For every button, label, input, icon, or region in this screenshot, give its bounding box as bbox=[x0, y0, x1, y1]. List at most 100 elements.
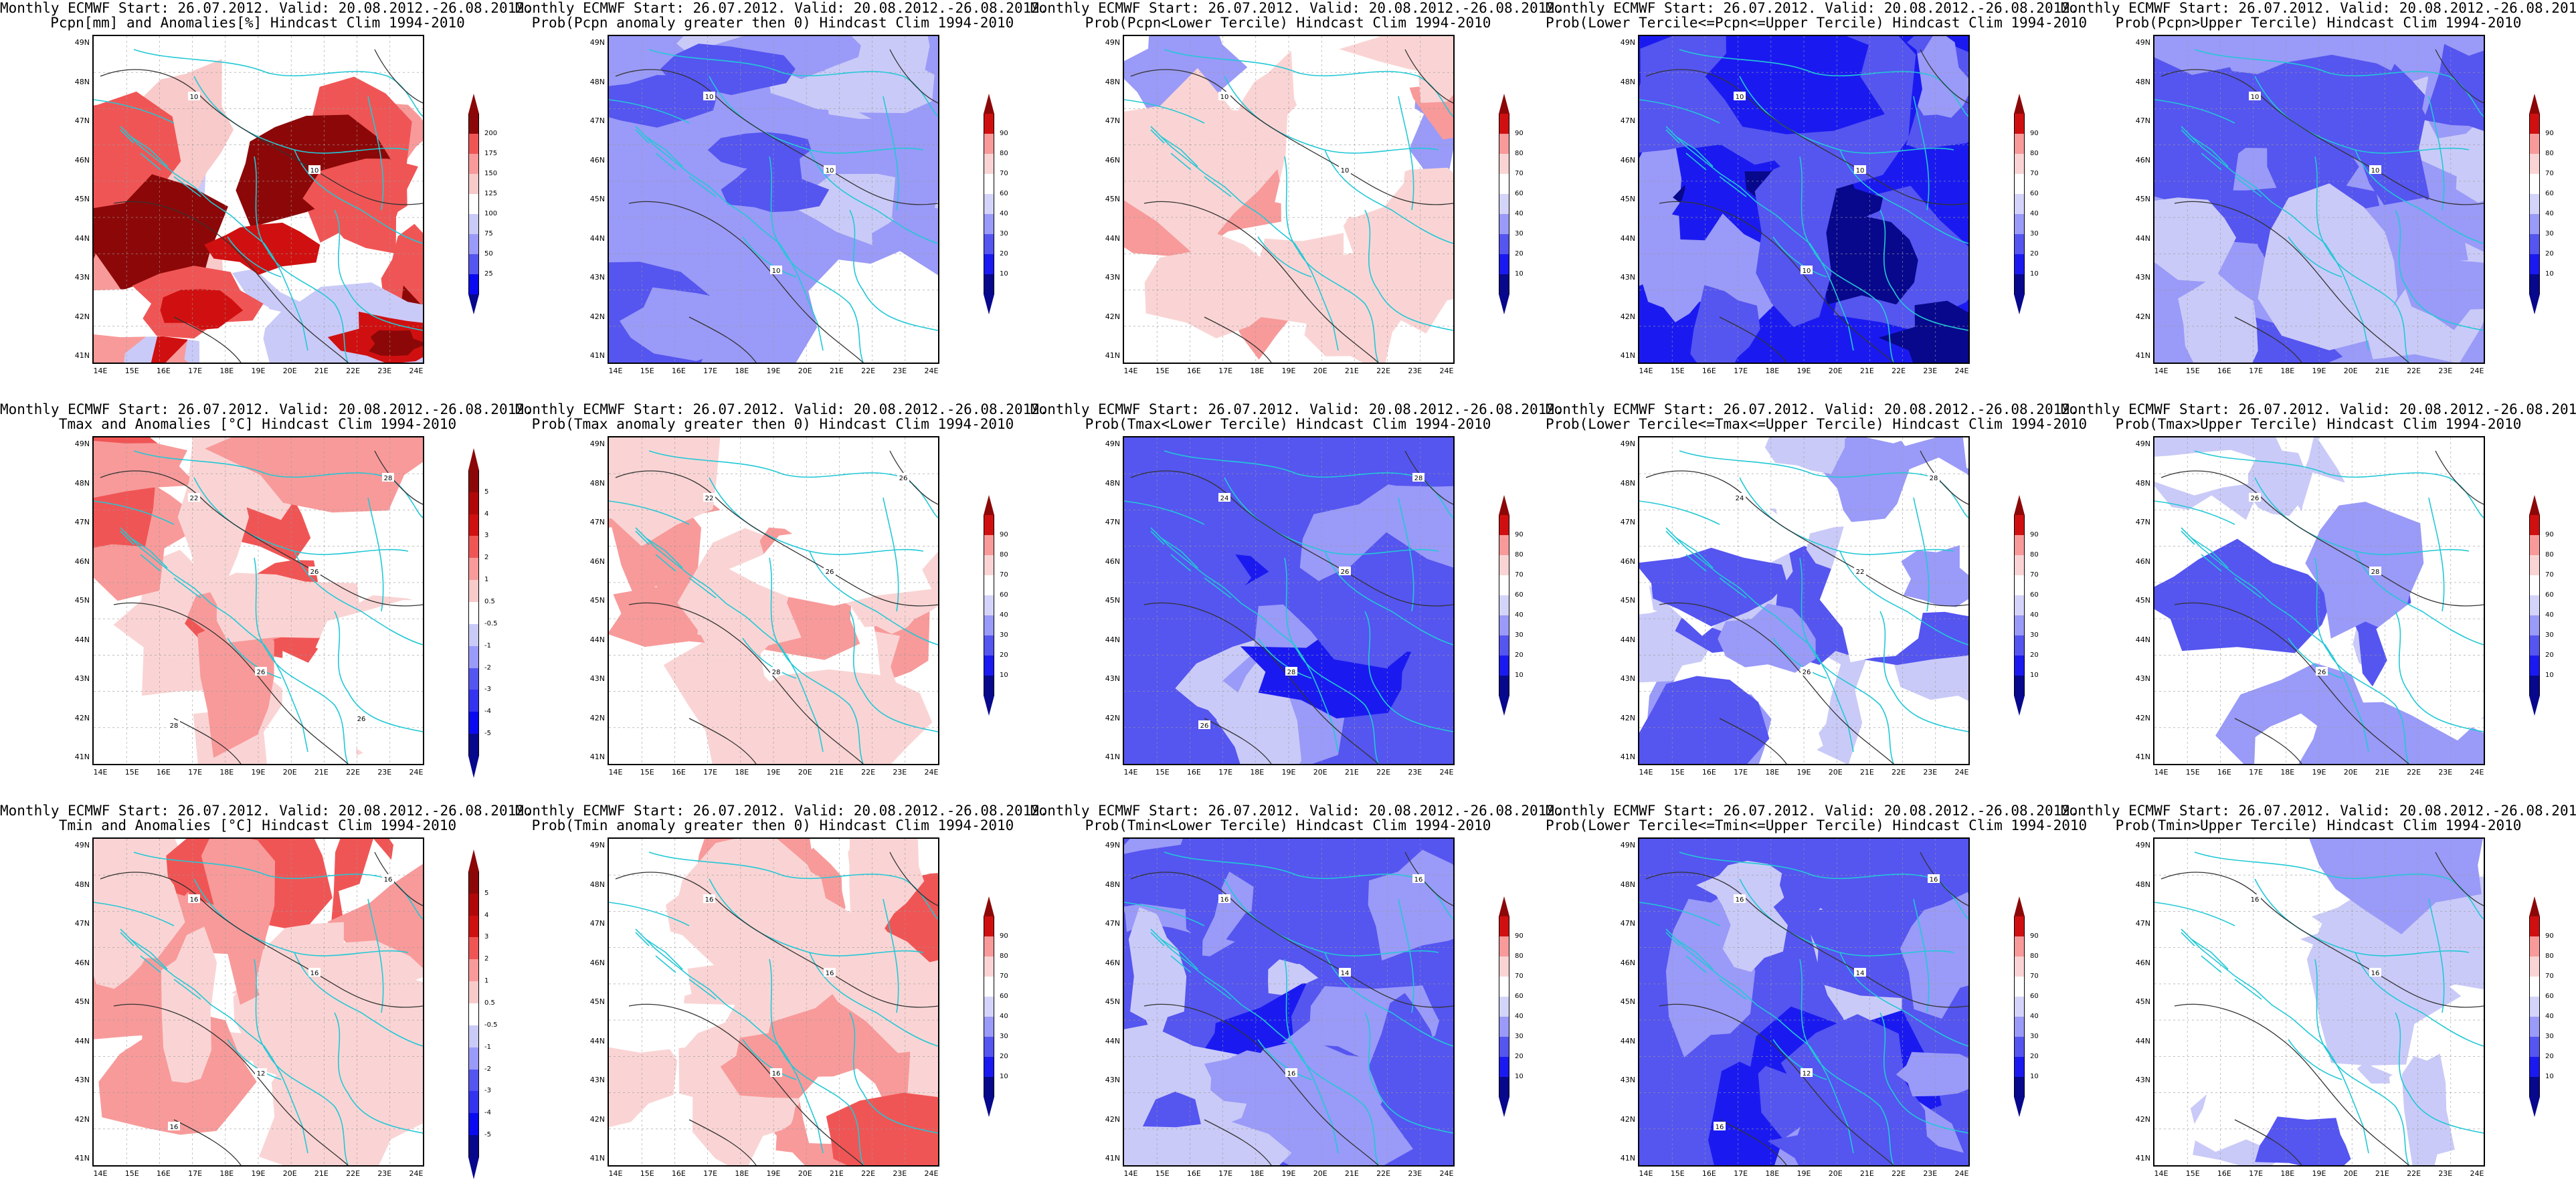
colorbar-segment bbox=[2529, 957, 2540, 977]
contour-label: 10 bbox=[1856, 167, 1865, 175]
shaded-region bbox=[2255, 1116, 2351, 1165]
colorbar-segment bbox=[2529, 515, 2540, 535]
shaded-region bbox=[2154, 197, 2237, 282]
shaded-region bbox=[1175, 839, 1234, 942]
longitude-label: 14E bbox=[93, 1169, 108, 1178]
country-border bbox=[1150, 129, 1232, 197]
country-border bbox=[1839, 149, 1968, 244]
map-svg: 16 16 16 bbox=[609, 839, 938, 1165]
shaded-region bbox=[315, 600, 423, 692]
panel-title-line2: Prob(Pcpn>Upper Tercile) Hindcast Clim 1… bbox=[2115, 15, 2522, 31]
contour-label: 26 bbox=[257, 669, 266, 676]
colorbar-label: 2 bbox=[484, 554, 489, 562]
latitude-label: 45N bbox=[2135, 997, 2150, 1006]
latitude-label: 48N bbox=[1620, 880, 1635, 889]
panel-title-line2: Tmax and Anomalies [°C] Hindcast Clim 19… bbox=[58, 416, 457, 432]
country-border bbox=[367, 898, 384, 1013]
longitude-label: 24E bbox=[2470, 367, 2484, 375]
colorbar-label: 1 bbox=[484, 977, 489, 985]
country-border bbox=[709, 878, 924, 957]
latitude-label: 45N bbox=[1620, 596, 1635, 605]
contour-label-bg bbox=[703, 92, 715, 100]
longitude-label: 22E bbox=[1892, 768, 1906, 777]
panel-title-line1: Monthly ECMWF Start: 26.07.2012. Valid: … bbox=[515, 0, 1048, 16]
longitude-label: 16E bbox=[1186, 367, 1201, 375]
shaded-region bbox=[2367, 597, 2484, 740]
panel-title-line1: Monthly ECMWF Start: 26.07.2012. Valid: … bbox=[0, 803, 533, 819]
map-panel-pcpn-lower: Monthly ECMWF Start: 26.07.2012. Valid: … bbox=[1030, 0, 1564, 401]
colorbar-segment bbox=[2529, 134, 2540, 154]
colorbar-label: 100 bbox=[484, 210, 498, 217]
shaded-region bbox=[620, 287, 783, 361]
colorbar-arrow-top bbox=[468, 849, 479, 872]
longitude-label: 16E bbox=[156, 768, 171, 777]
colorbar-segment bbox=[2529, 1037, 2540, 1057]
colorbar-label: 80 bbox=[1515, 551, 1524, 559]
contour-line bbox=[889, 49, 938, 104]
contour-label-bg bbox=[1714, 1122, 1726, 1130]
longitude-label: 18E bbox=[2280, 768, 2295, 777]
colorbar-label: 90 bbox=[2545, 531, 2554, 538]
latitude-label: 42N bbox=[589, 713, 605, 722]
latitude-label: 46N bbox=[74, 155, 90, 165]
country-border bbox=[2314, 557, 2409, 764]
latitude-label: 49N bbox=[1105, 841, 1120, 849]
longitude-label: 14E bbox=[1639, 1169, 1653, 1178]
country-border bbox=[1257, 637, 1312, 679]
contour-line bbox=[1920, 851, 1968, 906]
country-border bbox=[2355, 952, 2484, 1047]
country-border bbox=[120, 530, 201, 599]
colorbar-label: 25 bbox=[484, 270, 493, 278]
colorbar-label: 10 bbox=[2030, 270, 2039, 278]
panel-title-line2: Prob(Tmax anomaly greater then 0) Hindca… bbox=[531, 416, 1014, 432]
colorbar-label: 90 bbox=[1515, 531, 1524, 538]
country-border bbox=[1364, 1012, 1453, 1134]
colorbar-arrow-bottom bbox=[2014, 1097, 2025, 1117]
map-svg: 16 16 12 16 16 bbox=[94, 839, 423, 1165]
latitude-label: 46N bbox=[1105, 155, 1120, 165]
longitude-label: 14E bbox=[1639, 367, 1653, 375]
longitude-label: 21E bbox=[2375, 1169, 2389, 1178]
longitude-label: 18E bbox=[735, 768, 749, 777]
colorbar-arrow-top bbox=[1499, 94, 1509, 114]
longitude-label: 15E bbox=[1670, 367, 1685, 375]
shaded-region bbox=[695, 597, 771, 646]
country-border bbox=[2154, 99, 2235, 124]
colorbar-label: 60 bbox=[1515, 993, 1524, 1000]
contour-label-bg bbox=[168, 720, 180, 729]
longitude-label: 22E bbox=[2407, 1169, 2421, 1178]
panel-title-line1: Monthly ECMWF Start: 26.07.2012. Valid: … bbox=[2061, 0, 2576, 16]
colorbar: 90 80 70 60 40 30 20 10 bbox=[2014, 495, 2039, 716]
shaded-region bbox=[1901, 545, 1968, 607]
contour-label-bg bbox=[1734, 894, 1746, 903]
shaded-region bbox=[713, 36, 861, 80]
contour-label: 22 bbox=[1856, 569, 1865, 576]
latitude-label: 46N bbox=[74, 958, 90, 967]
colorbar-segment bbox=[468, 734, 479, 756]
longitude-label: 16E bbox=[671, 768, 686, 777]
colorbar-segment bbox=[984, 957, 994, 977]
latitude-label: 47N bbox=[74, 518, 90, 526]
panel-title-line2: Prob(Tmin anomaly greater then 0) Hindca… bbox=[531, 817, 1014, 833]
contour-label-bg bbox=[382, 874, 394, 883]
colorbar-segment bbox=[1499, 1057, 1509, 1077]
colorbar-label: 150 bbox=[484, 170, 498, 177]
colorbar-segment bbox=[2529, 635, 2540, 656]
panel-title-line1: Monthly ECMWF Start: 26.07.2012. Valid: … bbox=[1030, 803, 1564, 819]
contour-label: 12 bbox=[257, 1070, 266, 1078]
colorbar-label: 40 bbox=[2545, 611, 2554, 619]
contour-label-bg bbox=[1854, 968, 1866, 977]
shaded-region bbox=[201, 839, 276, 1005]
longitude-label: 18E bbox=[1250, 768, 1265, 777]
country-border bbox=[94, 500, 175, 525]
country-border bbox=[334, 1012, 423, 1134]
map-panel-pcpn-upper: Monthly ECMWF Start: 26.07.2012. Valid: … bbox=[2061, 0, 2576, 401]
colorbar-arrow-top bbox=[984, 495, 994, 515]
longitude-label: 17E bbox=[703, 768, 718, 777]
latitude-label: 41N bbox=[1620, 752, 1635, 761]
colorbar-segment bbox=[984, 1037, 994, 1057]
longitude-label: 22E bbox=[1376, 1169, 1391, 1178]
map-panel-tmax-middle: Monthly ECMWF Start: 26.07.2012. Valid: … bbox=[1546, 401, 2087, 803]
country-border bbox=[2254, 76, 2470, 154]
latitude-label: 46N bbox=[1105, 557, 1120, 566]
